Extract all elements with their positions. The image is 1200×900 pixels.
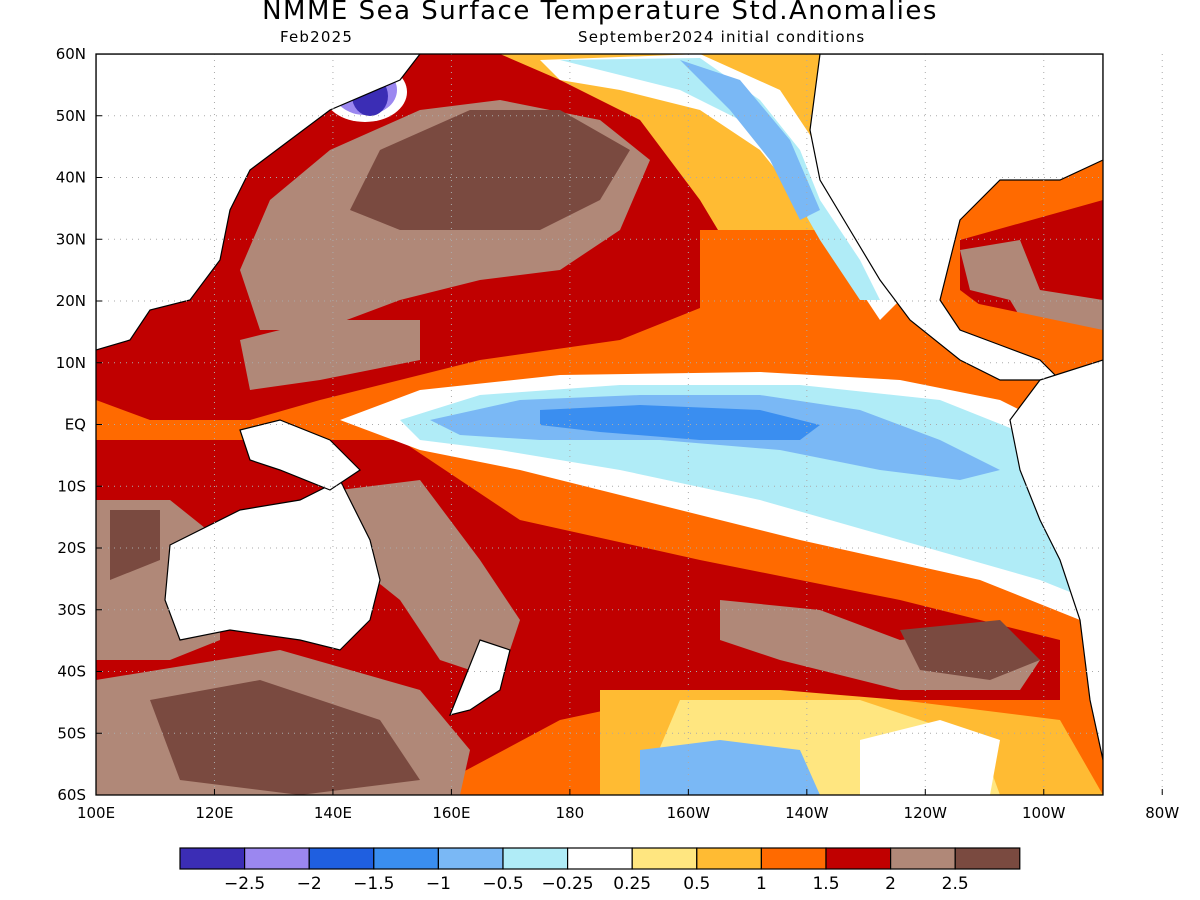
anomaly-field: [96, 54, 1103, 795]
colorbar-label: 1.5: [812, 874, 839, 894]
cold-tongue-core: [540, 405, 820, 440]
colorbar-label: −0.25: [542, 874, 594, 894]
south-neutral-patch: [860, 720, 1000, 795]
colorbar-swatch: [373, 847, 439, 870]
colorbar-label: −2.5: [224, 874, 265, 894]
south-blue-patch: [640, 740, 820, 795]
latitude-labels: 60N 50N 40N 30N 20N 10N EQ 10S 20S 30S 40S 50S 60S: [56, 45, 86, 804]
colorbar: [179, 847, 1021, 870]
latitude-label: 50N: [56, 107, 86, 125]
latitude-label: 20N: [56, 292, 86, 310]
colorbar-swatch: [437, 847, 504, 870]
colorbar-swatch: [631, 847, 698, 870]
longitude-label: 120W: [904, 804, 948, 822]
colorbar-swatch: [179, 847, 246, 870]
latitude-label: 50S: [57, 724, 86, 742]
southern-ocean-brown: [150, 680, 420, 795]
tropical-west-mauve: [240, 320, 420, 390]
longitude-label: 80W: [1145, 804, 1179, 822]
colorbar-swatch: [502, 847, 569, 870]
longitude-labels: 100E 120E 140E 160E 180 160W 140W 120W 100W 80W: [77, 804, 1179, 822]
latitude-label: 60S: [57, 786, 86, 804]
colorbar-label: −0.5: [482, 874, 523, 894]
colorbar-swatch: [825, 847, 892, 870]
latitude-label: 40N: [56, 169, 86, 187]
colorbar-label: 0.25: [613, 874, 651, 894]
colorbar-label: −2: [297, 874, 322, 894]
chart-title: NMME Sea Surface Temperature Std.Anomali…: [262, 0, 938, 26]
longitude-label: 140E: [314, 804, 352, 822]
colorbar-label: −1.5: [353, 874, 394, 894]
north-coastal-light-blue: [560, 58, 880, 300]
australia-landmass: [164, 479, 381, 651]
colorbar-label: 1: [756, 874, 767, 894]
coral-sea-mauve: [340, 480, 520, 680]
longitude-ticks: [95, 789, 1163, 795]
colorbar-label: 0.5: [683, 874, 710, 894]
longitude-label: 180: [556, 804, 585, 822]
colorbar-swatch: [244, 847, 310, 870]
colorbar-label: −1: [426, 874, 451, 894]
longitude-label: 140W: [785, 804, 829, 822]
longitude-label: 160W: [667, 804, 711, 822]
latitude-label: 60N: [56, 45, 86, 63]
longitude-label: 160E: [432, 804, 470, 822]
indian-ocean-brown: [110, 510, 160, 580]
latitude-label: 10S: [57, 477, 86, 495]
longitude-label: 100E: [77, 804, 115, 822]
colorbar-swatch: [566, 847, 633, 870]
longitude-label: 120E: [195, 804, 233, 822]
colorbar-swatch: [954, 847, 1021, 870]
colorbar-label: 2.5: [942, 874, 969, 894]
latitude-label: 30N: [56, 230, 86, 248]
north-coastal-blue: [680, 60, 820, 220]
latitude-label: 40S: [57, 663, 86, 681]
latitude-label: 10N: [56, 354, 86, 372]
colorbar-labels: −2.5 −2 −1.5 −1 −0.5 −0.25 0.25 0.5 1 1.5 2 2.5: [224, 874, 969, 894]
forecast-month-label: Feb2025: [280, 28, 354, 46]
initial-conditions-label: September2024 initial conditions: [578, 28, 866, 46]
latitude-label: 30S: [57, 601, 86, 619]
south-east-pacific-brown: [900, 620, 1040, 680]
longitude-label: 100W: [1022, 804, 1066, 822]
asia-landmass: [96, 54, 421, 351]
colorbar-swatch: [889, 847, 956, 870]
north-america-landmass: [809, 54, 1103, 381]
south-america-landmass: [1009, 359, 1103, 761]
colorbar-swatch: [760, 847, 827, 870]
colorbar-label: 2: [885, 874, 896, 894]
latitude-label: 20S: [57, 539, 86, 557]
new-guinea-landmass: [239, 419, 361, 491]
colorbar-swatch: [696, 847, 762, 870]
colorbar-swatch: [308, 847, 375, 870]
latitude-label: EQ: [65, 416, 86, 434]
north-pacific-brown-core: [350, 110, 630, 230]
new-zealand-landmass: [449, 639, 511, 716]
latitude-ticks: [96, 53, 102, 796]
